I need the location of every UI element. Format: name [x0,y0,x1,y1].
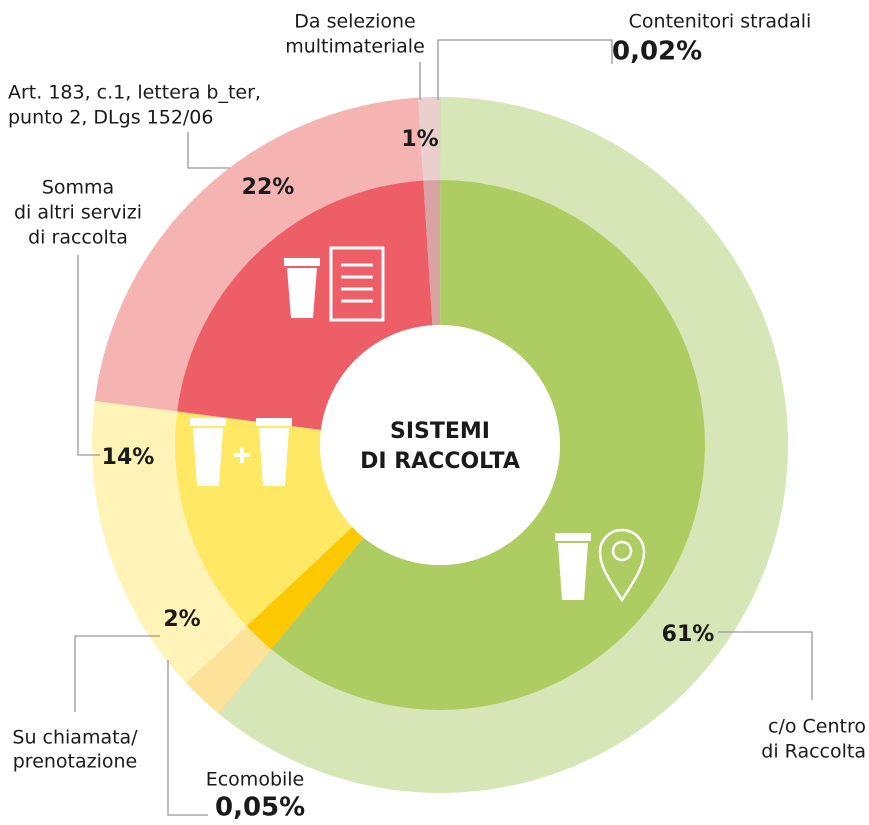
icon [193,428,223,486]
category-label: c/o Centro [768,716,866,738]
category-label: multimateriale [285,36,425,58]
icon [611,540,633,562]
value-label: 1% [401,127,438,152]
category-label: di raccolta [28,227,128,249]
slice [271,180,705,711]
icon [341,263,373,303]
outer-slice [94,97,424,412]
category-label: di altri servizi [14,202,142,224]
leader-line [718,631,813,700]
center-label: DI RACCOLTA [360,449,520,474]
leader-line [187,132,230,169]
icon [256,418,292,426]
center-label: SISTEMI [390,419,490,444]
value-label: 0,05% [215,793,305,823]
value-label: 0,02% [612,37,702,67]
value-label: 61% [662,622,715,647]
icon [598,528,646,603]
value-label: 22% [242,175,295,200]
icon [190,418,226,426]
icon [329,246,385,322]
outer-slice [418,97,440,181]
category-label: di Raccolta [761,741,866,763]
category-label: Art. 183, c.1, lettera b_ter, [8,82,261,104]
slice [423,180,440,326]
value-label: 14% [102,445,155,470]
category-label: Ecomobile [206,769,305,791]
leader-line [167,660,208,816]
icon [287,268,317,318]
outer-slice [218,97,789,794]
center-hole [320,325,560,565]
category-label: Contenitori stradali [629,11,812,33]
category-label: punto 2, DLgs 152/06 [8,107,213,129]
value-label: 2% [163,607,200,632]
icons [190,246,646,603]
icon [558,543,588,600]
icon [234,447,250,463]
category-label: prenotazione [13,751,138,773]
category-label: Da selezione [294,11,415,33]
outer-slice [91,401,247,683]
icon [555,533,591,541]
slice [246,527,364,649]
outer-slice [185,626,271,713]
leader-line [437,39,613,100]
outer-slice [217,648,272,714]
icon [284,258,320,266]
category-label: Somma [42,177,114,199]
category-label: Su chiamata/ [12,727,138,749]
icon [259,428,289,486]
leader-line [77,255,100,456]
slice [270,537,364,650]
leader-line [74,635,160,712]
